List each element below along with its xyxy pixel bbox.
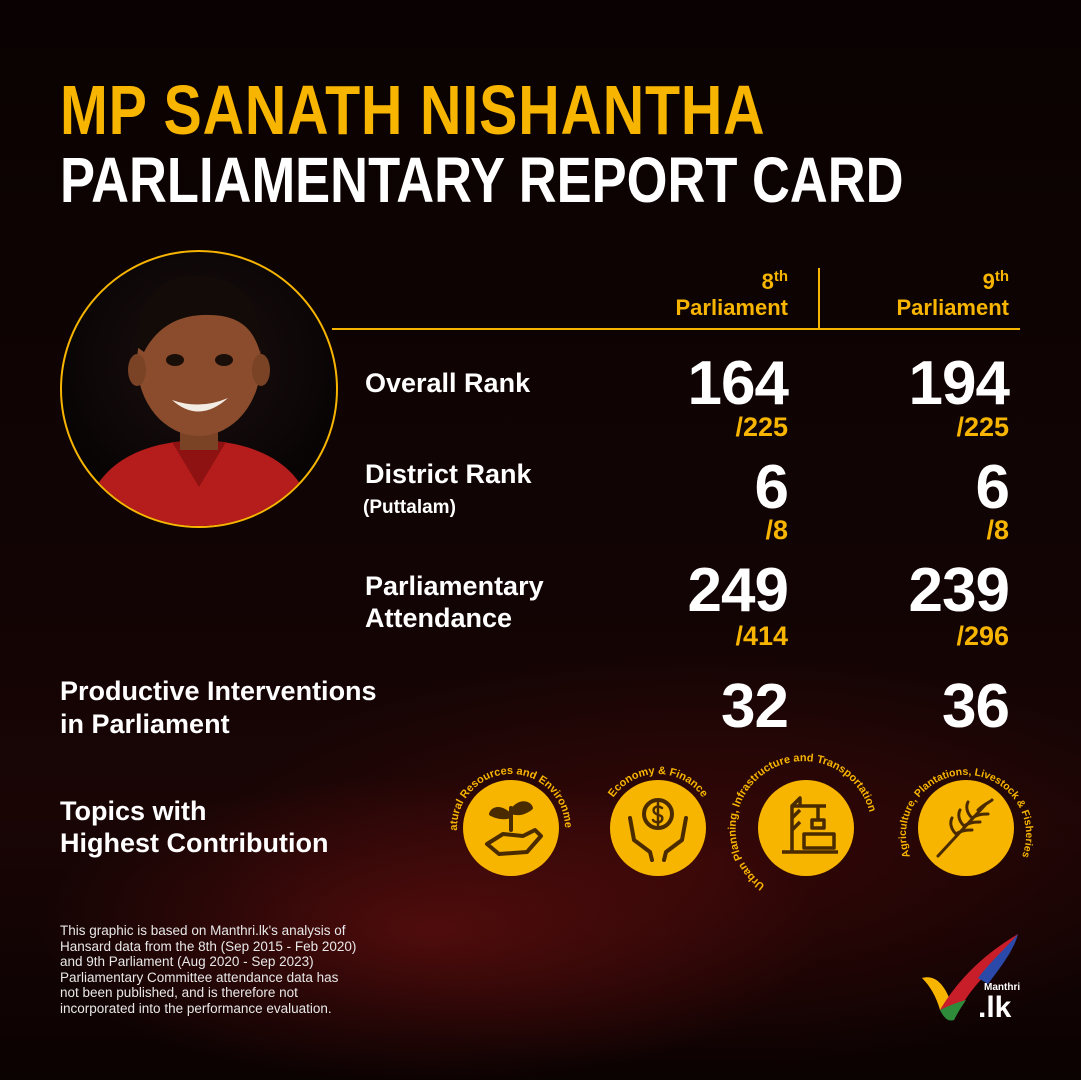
interventions-label-line1: Productive Interventions xyxy=(60,676,377,706)
footnote-line: Parliamentary Committee attendance data … xyxy=(60,969,339,985)
district-rank-label: District Rank xyxy=(365,459,532,489)
footnote-line: Hansard data from the 8th (Sep 2015 - Fe… xyxy=(60,938,357,954)
district-name: (Puttalam) xyxy=(363,497,456,518)
page-subtitle: PARLIAMENTARY REPORT CARD xyxy=(60,144,904,216)
column-header-label: Parliament xyxy=(675,295,789,320)
coin-in-hands-icon xyxy=(628,798,688,862)
footnote-line: not been published, and is therefore not xyxy=(60,985,298,1000)
interventions-9th: 36 xyxy=(942,672,1010,741)
column-header-ordinal: th xyxy=(994,268,1009,285)
topics-label-line1: Topics with xyxy=(60,796,207,826)
overall-rank-8th: 164 xyxy=(687,349,789,418)
column-header-9th-parliament: 9th Parliament xyxy=(809,264,1010,321)
attendance-8th: 249 xyxy=(687,556,789,625)
manthri-logo: Manthri .lk xyxy=(918,930,1028,1030)
topic-natural-resources-badge: Natural Resources and Environment xyxy=(427,739,574,876)
footnote-line: and 9th Parliament (Aug 2020 - Sep 2023) xyxy=(60,954,314,969)
district-rank-8th: 6 xyxy=(754,453,789,522)
topic-agriculture: Agriculture, Plantations, Livestock & Fi… xyxy=(886,748,1046,908)
column-divider xyxy=(818,268,820,330)
attendance-8th-total: /414 xyxy=(735,621,788,651)
topics-label-line2: Highest Contribution xyxy=(60,828,329,858)
attendance-9th-total: /296 xyxy=(956,621,1009,651)
logo-domain-text: .lk xyxy=(978,991,1012,1024)
attendance-label-line2: Attendance xyxy=(365,603,513,633)
district-rank-9th: 6 xyxy=(975,453,1010,522)
column-header-number: 8 xyxy=(761,269,774,294)
interventions-8th: 32 xyxy=(721,672,789,741)
column-header-8th-parliament: 8th Parliament xyxy=(588,264,789,321)
column-header-label: Parliament xyxy=(896,295,1010,320)
district-rank-9th-total: /8 xyxy=(986,515,1009,545)
overall-rank-9th-total: /225 xyxy=(956,412,1009,442)
topic-economy-finance: Economy & Finance xyxy=(578,748,738,908)
topic-natural-resources: Natural Resources and Environment xyxy=(427,739,591,908)
wheat-icon xyxy=(936,798,994,858)
header-divider xyxy=(332,328,1020,330)
column-header-ordinal: th xyxy=(773,268,788,285)
overall-rank-label: Overall Rank xyxy=(365,368,531,398)
plant-in-hand-icon xyxy=(485,801,543,856)
logo-small-text: Manthri xyxy=(984,982,1021,993)
page-title: MP SANATH NISHANTHA xyxy=(60,71,766,149)
footnote: This graphic is based on Manthri.lk's an… xyxy=(60,923,400,1016)
topic-agriculture-badge: Agriculture, Plantations, Livestock & Fi… xyxy=(897,766,1035,876)
overall-rank-8th-total: /225 xyxy=(735,412,788,442)
topic-urban-planning-badge: Urban Planning, Infrastructure and Trans… xyxy=(727,752,879,892)
overall-rank-9th: 194 xyxy=(908,349,1010,418)
footnote-line: This graphic is based on Manthri.lk's an… xyxy=(60,923,346,938)
topic-urban-planning: Urban Planning, Infrastructure and Trans… xyxy=(726,748,886,908)
crane-icon xyxy=(782,796,838,854)
interventions-label-line2: in Parliament xyxy=(60,709,230,739)
mp-portrait xyxy=(60,250,338,528)
checkmark-logo-icon xyxy=(922,934,1018,1021)
attendance-label-line1: Parliamentary xyxy=(365,571,544,601)
column-header-number: 9 xyxy=(982,269,995,294)
topic-economy-finance-badge: Economy & Finance xyxy=(606,765,710,876)
district-rank-8th-total: /8 xyxy=(765,515,788,545)
attendance-9th: 239 xyxy=(908,556,1010,625)
portrait-illustration xyxy=(82,275,316,526)
footnote-line: incorporated into the performance evalua… xyxy=(60,1000,332,1016)
